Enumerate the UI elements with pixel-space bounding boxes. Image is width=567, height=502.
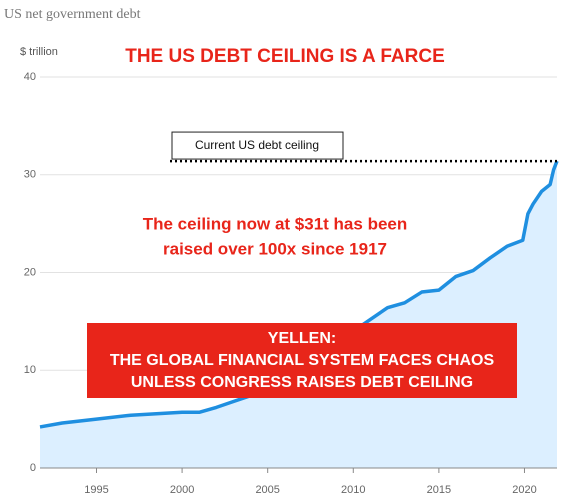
chart-title: US net government debt xyxy=(4,7,141,22)
y-tick-label: 20 xyxy=(24,266,36,278)
x-tick-label: 2020 xyxy=(512,484,536,496)
note-line: raised over 100x since 1917 xyxy=(163,239,387,258)
y-tick-label: 30 xyxy=(24,169,36,181)
x-tick-label: 2005 xyxy=(255,484,279,496)
y-axis-label: $ trillion xyxy=(20,46,58,58)
headline: THE US DEBT CEILING IS A FARCE xyxy=(125,46,445,67)
x-tick-label: 2000 xyxy=(170,484,194,496)
y-tick-label: 10 xyxy=(24,364,36,376)
banner-line: UNLESS CONGRESS RAISES DEBT CEILING xyxy=(131,374,473,391)
note-line: The ceiling now at $31t has been xyxy=(143,214,408,233)
banner-box xyxy=(87,323,517,398)
y-tick-label: 40 xyxy=(24,71,36,83)
ceiling-box xyxy=(171,131,344,160)
ceiling-label: Current US debt ceiling xyxy=(195,138,319,152)
x-tick-label: 1995 xyxy=(84,484,108,496)
banner-line: THE GLOBAL FINANCIAL SYSTEM FACES CHAOS xyxy=(110,352,495,369)
x-tick-label: 2015 xyxy=(427,484,451,496)
x-tick-label: 2010 xyxy=(341,484,365,496)
y-tick-label: 0 xyxy=(30,462,36,474)
banner-line: YELLEN: xyxy=(268,330,336,347)
area xyxy=(40,161,557,468)
